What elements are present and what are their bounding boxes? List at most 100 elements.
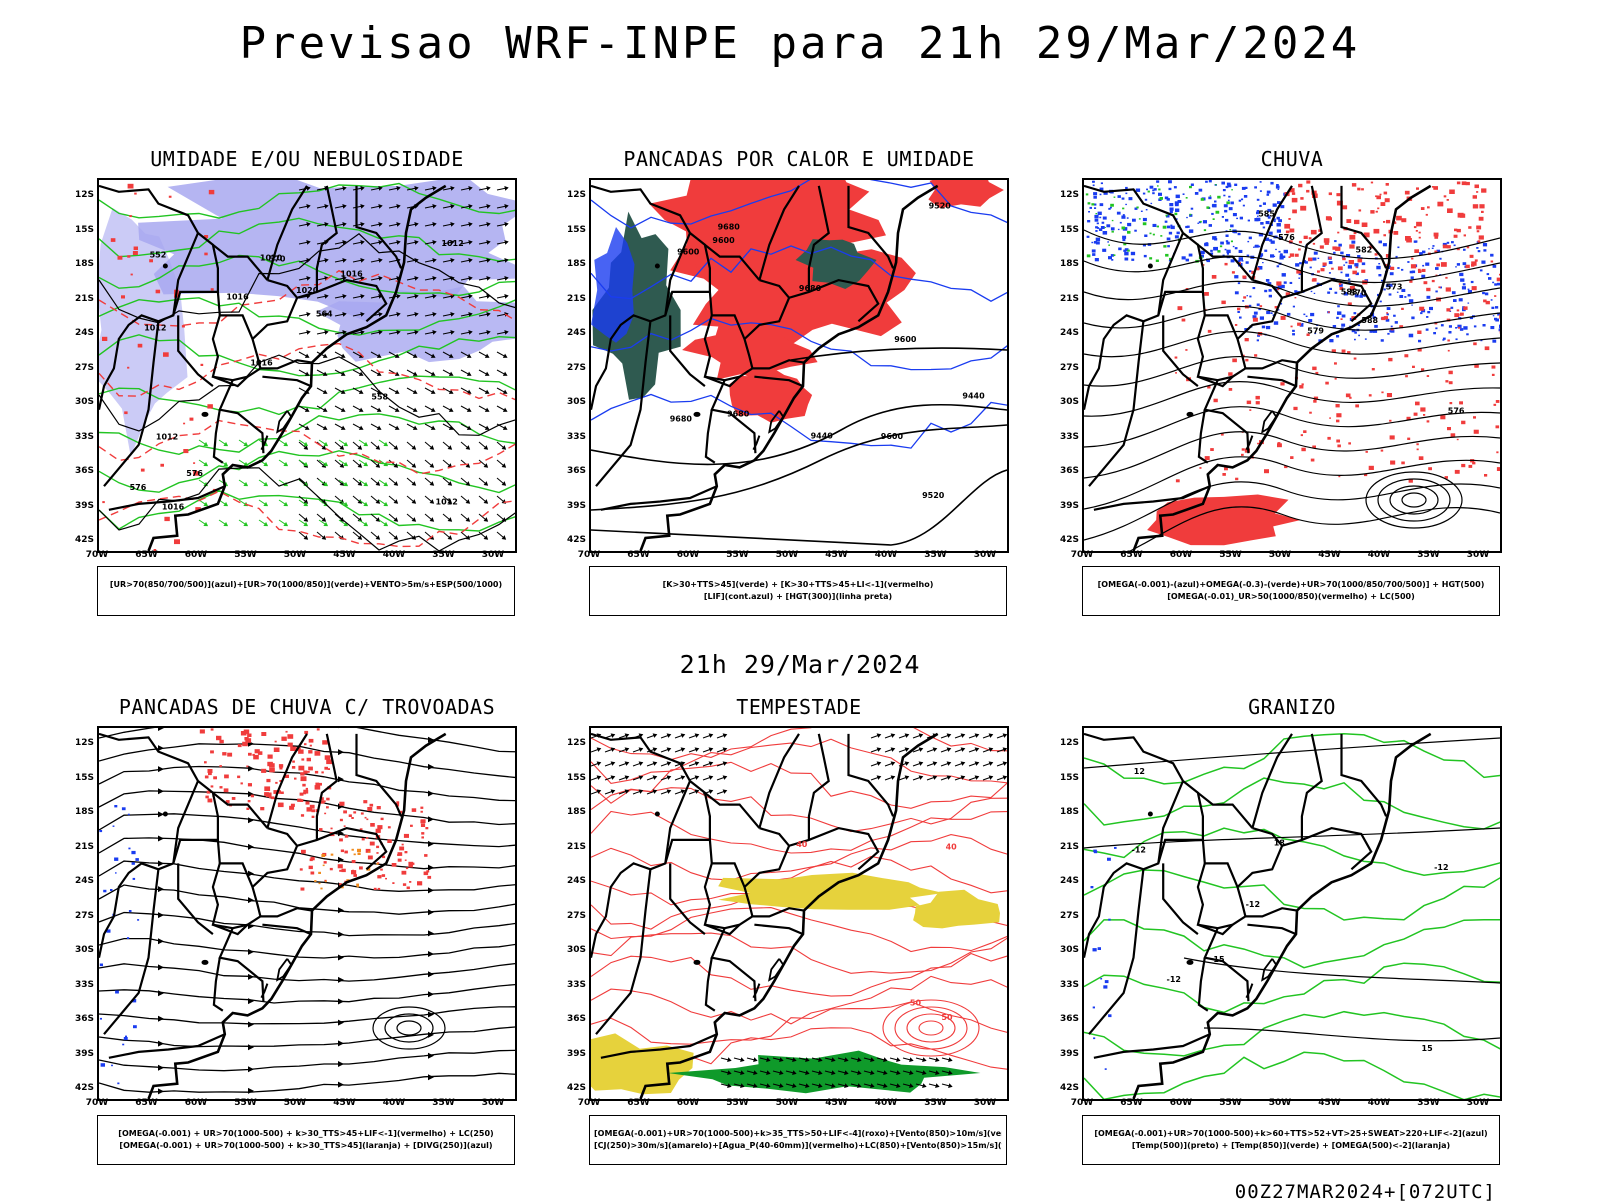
stream-arrow [248,1044,254,1050]
lon-tick-label: 55W [723,550,753,560]
lon-tick-label: 60W [1166,1098,1196,1108]
stream-arrow [248,897,254,903]
stream-arrow [338,999,344,1005]
lat-tick-label: 12S [66,190,94,200]
contour-label: 15 [1213,955,1225,964]
contour-label: 579 [1307,326,1324,335]
stream-arrow [428,887,434,893]
lat-tick-label: 36S [1051,466,1079,476]
lat-tick-label: 18S [558,259,586,269]
lat-tick-label: 30S [1051,945,1079,955]
lat-tick-label: 24S [66,328,94,338]
lon-tick-label: 50W [1265,550,1295,560]
lat-tick-label: 36S [1051,1014,1079,1024]
lat-tick-label: 36S [558,466,586,476]
lat-tick-label: 27S [1051,911,1079,921]
contour-label: 9600 [894,335,917,344]
contour-label: 9680 [670,414,693,423]
lat-tick-label: 42S [1051,1083,1079,1093]
storm-red [300,800,431,891]
stream-arrow [158,745,164,751]
stream-arrow [338,955,344,961]
stream-arrow [158,1016,164,1022]
contour-label: 9520 [929,201,952,210]
stream-arrow [338,907,344,913]
rain-blue [1087,180,1288,262]
temp850-contours [1084,734,1500,1099]
rain-red [1175,261,1500,483]
lc250-streamlines [99,728,515,1094]
contour-label: 9440 [962,392,985,401]
lon-tick-label: 50W [772,550,802,560]
stream-arrow [248,1088,254,1094]
contour-label: -12 [1167,975,1181,984]
stream-arrow [428,865,434,871]
lat-tick-label: 27S [66,363,94,373]
stream-arrow [158,1041,164,1047]
panel-title-pancadas-trovoadas: PANCADAS DE CHUVA C/ TROVOADAS [97,695,517,719]
lon-tick-label: 70W [82,550,112,560]
stream-arrow [338,931,344,937]
stream-arrow [338,1061,344,1067]
contour-label: 50 [941,1013,953,1022]
lon-tick-label: 50W [280,1098,310,1108]
contour-label: 576 [1278,233,1295,242]
lat-tick-label: 36S [66,466,94,476]
lat-tick-label: 21S [66,294,94,304]
lat-tick-label: 21S [1051,294,1079,304]
stream-arrow [338,749,344,755]
lon-tick-label: 45W [1315,1098,1345,1108]
stream-arrow [248,766,254,772]
lat-tick-label: 33S [558,432,586,442]
lat-tick-label: 33S [66,432,94,442]
lat-tick-label: 21S [66,842,94,852]
lon-tick-label: 35W [1414,550,1444,560]
contour-label: 588 [1361,316,1378,325]
contour-label: 576 [186,469,203,478]
stream-arrow [428,1053,434,1059]
lat-tick-label: 18S [1051,807,1079,817]
lat-tick-label: 27S [1051,363,1079,373]
contour-label: 40 [946,842,958,851]
lat-tick-label: 24S [1051,876,1079,886]
stream-arrow [248,1022,254,1028]
panel-title-umidade: UMIDADE E/OU NEBULOSIDADE [97,147,517,171]
lon-tick-label: 30W [478,550,508,560]
contour-label: 576 [1448,407,1465,416]
stream-arrow [158,1065,164,1071]
legend-pancadas-calor: [K>30+TTS>45](verde) + [K>30+TTS>45+LI<-… [589,566,1007,616]
panel-title-tempestade: TEMPESTADE [589,695,1009,719]
lat-tick-label: 12S [558,190,586,200]
legend-line: [OMEGA(-0.001) + UR>70(1000-500) + k>30_… [102,1128,510,1140]
lon-tick-label: 45W [330,550,360,560]
lon-tick-label: 55W [1216,550,1246,560]
lon-tick-label: 35W [1414,1098,1444,1108]
lon-tick-label: 35W [921,550,951,560]
lon-tick-label: 70W [82,1098,112,1108]
lat-tick-label: 15S [558,225,586,235]
contour-label: 50 [910,998,922,1007]
lat-tick-label: 24S [1051,328,1079,338]
low-center [883,1000,979,1056]
lon-tick-label: 40W [1364,550,1394,560]
lon-tick-label: 45W [1315,550,1345,560]
stream-arrow [248,844,254,850]
legend-line: [K>30+TTS>45](verde) + [K>30+TTS>45+LI<-… [594,579,1002,591]
lon-tick-label: 30W [1463,550,1493,560]
lat-tick-label: 15S [66,773,94,783]
low-center [1366,472,1462,528]
contour-label: 1012 [156,432,178,441]
stream-arrow [428,841,434,847]
lon-tick-label: 70W [574,550,604,560]
lat-tick-label: 33S [1051,432,1079,442]
lat-tick-label: 24S [558,328,586,338]
contour-label: 552 [150,251,167,260]
contour-label: 9600 [881,432,904,441]
lon-tick-label: 55W [231,1098,261,1108]
lat-tick-label: 27S [66,911,94,921]
contour-label: 1016 [162,503,185,512]
contour-label: 12 [1134,767,1145,776]
lon-tick-label: 65W [1117,550,1147,560]
